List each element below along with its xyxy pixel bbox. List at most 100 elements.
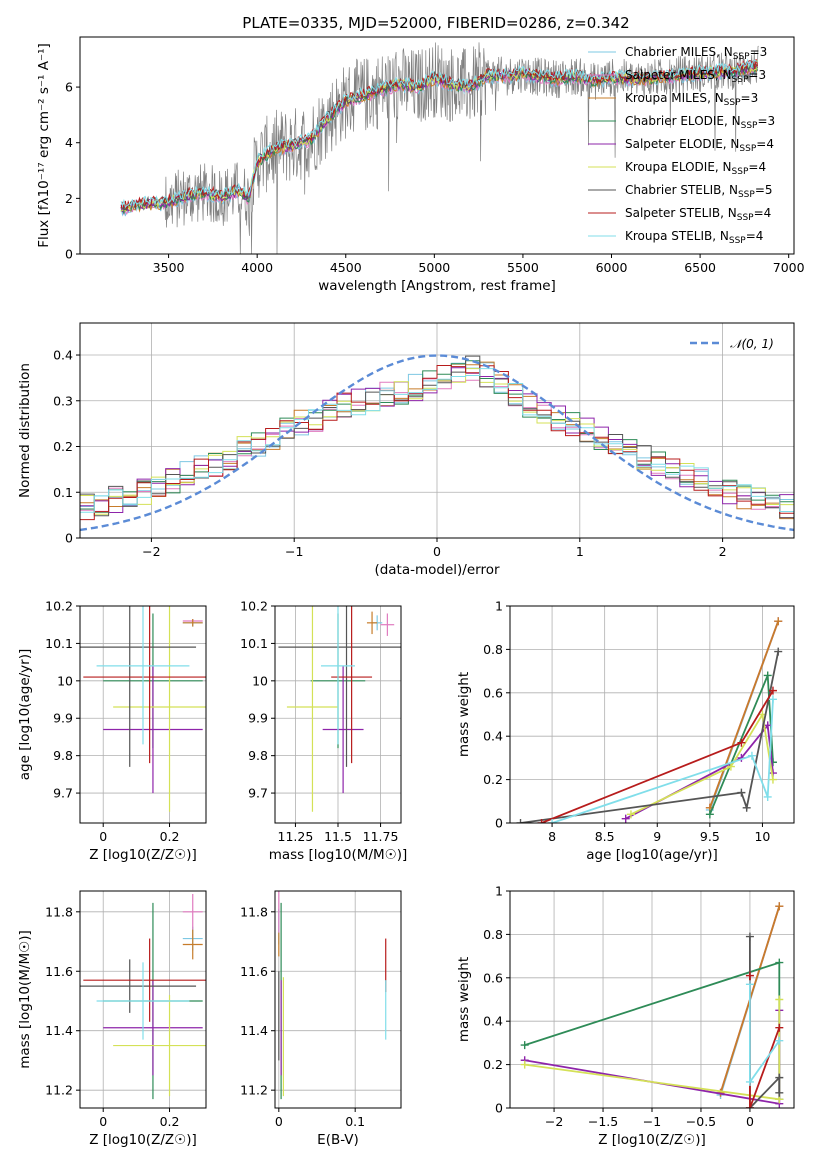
y-tick-label: 1 bbox=[495, 599, 503, 614]
residual-legend: 𝒩(0, 1) bbox=[690, 337, 774, 351]
weight-point bbox=[520, 1041, 529, 1050]
x-tick-label: −1 bbox=[285, 544, 303, 559]
plot-area-spectrum bbox=[120, 42, 759, 254]
y-tick-label: 9.8 bbox=[53, 748, 73, 763]
y-tick-label: 0 bbox=[65, 247, 73, 262]
legend-entry: Chabrier ELODIE, NSSP=3 bbox=[625, 114, 775, 131]
y-tick-label: 11.8 bbox=[240, 904, 268, 919]
x-tick-label: 9.5 bbox=[700, 829, 720, 844]
legend-n: 3 bbox=[758, 68, 766, 82]
ticks-spectrum: 3500 4000 4500 5000 5500 6000 6500 7000 0 2 4 6 bbox=[65, 80, 805, 275]
axes-frame bbox=[79, 605, 207, 824]
y-tick-label: 1 bbox=[495, 884, 503, 899]
ticks-age_vs_mass: 11.25 11.5 11.75 9.7 9.8 9.9 10 10.1 10.2 bbox=[240, 599, 398, 845]
weight-point bbox=[745, 1104, 754, 1108]
panel-weight_vs_Z: −2 −1.5 −1 −0.5 0 0 0.2 0.4 0.6 0.8 1 Z [log10(Z/Z☉… bbox=[456, 884, 795, 1148]
legend-subscript: SSP bbox=[732, 167, 749, 177]
x-tick-label: 11.75 bbox=[363, 829, 399, 844]
y-tick-label: 0.3 bbox=[53, 393, 73, 408]
x-tick-label: 8 bbox=[548, 829, 556, 844]
y-tick-label: 9.8 bbox=[248, 748, 268, 763]
legend-name: Chabrier MILES bbox=[625, 45, 716, 59]
x-axis-label: (data-model)/error bbox=[374, 562, 500, 578]
x-tick-label: 0 bbox=[99, 1114, 107, 1129]
y-tick-label: 0.4 bbox=[483, 1014, 503, 1029]
legend-eq: = bbox=[748, 160, 758, 174]
weight-point bbox=[747, 751, 756, 760]
panel-residuals: −2 −1 0 1 2 0 0.1 0.2 0.3 0.4 (data-model)/error No… bbox=[17, 322, 795, 578]
legend-n: 5 bbox=[765, 183, 773, 197]
y-tick-label: 11.4 bbox=[45, 1023, 73, 1038]
weight-point bbox=[768, 686, 777, 695]
x-tick-label: 0 bbox=[275, 1114, 283, 1129]
y-tick-label: 9.9 bbox=[248, 711, 268, 726]
y-tick-label: 0.4 bbox=[483, 729, 503, 744]
y-tick-label: 0 bbox=[495, 1101, 503, 1116]
weight-point bbox=[520, 1060, 529, 1069]
y-axis-label: Normed distribution bbox=[17, 363, 33, 498]
legend-sep: , N bbox=[721, 183, 738, 197]
weight-point bbox=[745, 980, 754, 989]
x-tick-label: 4000 bbox=[241, 260, 273, 275]
x-tick-label: 0.1 bbox=[345, 1114, 365, 1129]
weight-point bbox=[763, 792, 772, 801]
legend-entry: Chabrier STELIB, NSSP=5 bbox=[625, 183, 773, 200]
legend-subscript: SSP bbox=[737, 213, 754, 223]
weight-point bbox=[763, 671, 772, 680]
legend-n: 4 bbox=[766, 137, 774, 151]
plot-area-weight_vs_Z bbox=[520, 902, 784, 1108]
legend-subscript: SSP bbox=[739, 144, 756, 154]
plot-area-age_vs_mass bbox=[278, 606, 401, 812]
y-tick-label: 0.1 bbox=[53, 485, 73, 500]
y-tick-label: 11.8 bbox=[45, 904, 73, 919]
x-axis-label: wavelength [Angstrom, rest frame] bbox=[318, 278, 556, 294]
y-axis-label: age [log10(age/yr)] bbox=[17, 649, 33, 781]
legend-entry: Kroupa ELODIE, NSSP=4 bbox=[625, 160, 766, 177]
legend-sep: , N bbox=[715, 68, 732, 82]
legend-n: 3 bbox=[751, 91, 759, 105]
legend-eq: = bbox=[746, 229, 756, 243]
y-tick-label: 0.2 bbox=[483, 1057, 503, 1072]
legend-subscript: SSP bbox=[738, 190, 755, 200]
x-tick-label: 5000 bbox=[418, 260, 450, 275]
axes-frame bbox=[509, 890, 795, 1109]
weight-point bbox=[745, 1077, 754, 1086]
x-tick-label: 6000 bbox=[596, 260, 628, 275]
y-tick-label: 0.2 bbox=[53, 439, 73, 454]
legend-name: Salpeter MILES bbox=[625, 68, 715, 82]
x-tick-label: 0 bbox=[746, 1114, 754, 1129]
x-axis-label: E(B-V) bbox=[317, 1132, 359, 1148]
axes-frame bbox=[79, 322, 795, 539]
legend-subscript: SSP bbox=[741, 121, 758, 131]
weight-line bbox=[709, 620, 780, 809]
ticks-weight_vs_age: 8 8.5 9 9.5 10 0 0.2 0.4 0.6 0.8 1 bbox=[483, 599, 770, 845]
weight-point bbox=[705, 810, 714, 819]
ticks-weight_vs_Z: −2 −1.5 −1 −0.5 0 0 0.2 0.4 0.6 0.8 1 bbox=[483, 884, 754, 1130]
weight-point bbox=[745, 971, 754, 980]
panel-mass_vs_ebv: 0 0.1 11.2 11.4 11.6 11.8 E(B-V) bbox=[240, 890, 402, 1148]
y-tick-label: 10.2 bbox=[45, 599, 73, 614]
legend-eq: = bbox=[757, 114, 767, 128]
y-tick-label: 2 bbox=[65, 191, 73, 206]
y-tick-label: 6 bbox=[65, 80, 73, 95]
weight-line bbox=[630, 711, 774, 816]
y-axis-label: Flux [fλ10⁻¹⁷ erg cm⁻² s⁻¹ A⁻¹] bbox=[36, 43, 52, 248]
x-tick-label: 4500 bbox=[330, 260, 362, 275]
weight-point bbox=[726, 762, 735, 771]
weight-point bbox=[775, 1023, 784, 1032]
x-tick-label: 0.2 bbox=[160, 1114, 180, 1129]
panel-age_vs_Z: 0 0.2 9.7 9.8 9.9 10 10.1 10.2 Z [log10(Z/Z☉)] ag… bbox=[17, 599, 207, 863]
y-tick-label: 10.2 bbox=[240, 599, 268, 614]
plot-area-mass_vs_ebv bbox=[278, 891, 387, 1100]
x-axis-label: Z [log10(Z/Z☉)] bbox=[89, 847, 197, 863]
weight-point bbox=[774, 647, 783, 656]
legend-n: 4 bbox=[758, 160, 766, 174]
x-tick-label: 0.2 bbox=[160, 829, 180, 844]
axes-frame bbox=[79, 890, 207, 1109]
legend-name: Chabrier ELODIE bbox=[625, 114, 724, 128]
y-tick-label: 0.6 bbox=[483, 970, 503, 985]
y-tick-label: 9.7 bbox=[248, 786, 268, 801]
x-axis-label: mass [log10(M/M☉)] bbox=[269, 847, 408, 863]
legend-eq: = bbox=[748, 68, 758, 82]
